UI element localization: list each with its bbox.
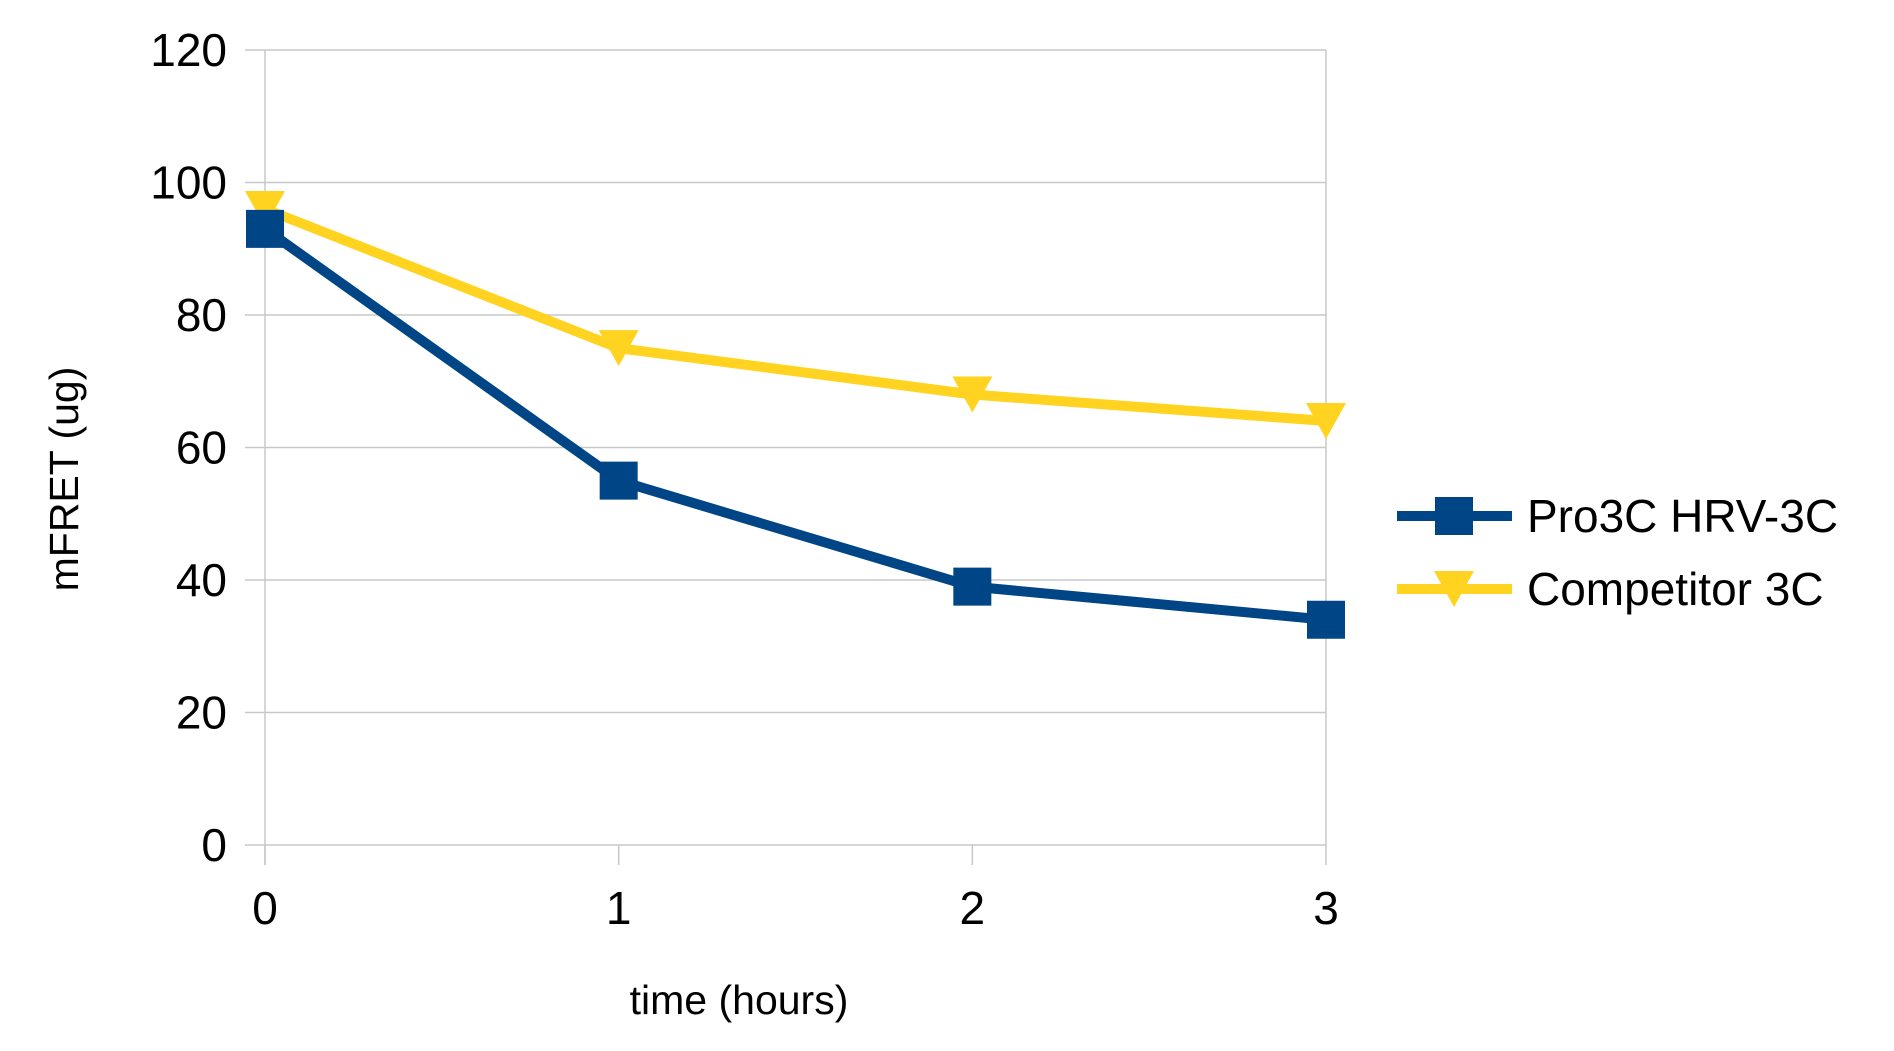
x-tick-label: 2 <box>960 882 986 934</box>
data-point <box>953 567 992 606</box>
series-pro3c-hrv-3c <box>246 209 1345 639</box>
data-point <box>245 191 285 227</box>
y-axis-title: mFRET (ug) <box>41 367 87 592</box>
data-point <box>599 461 638 500</box>
x-tick-label: 1 <box>606 882 632 934</box>
data-point <box>1307 600 1345 639</box>
x-tick-label: 0 <box>252 882 278 934</box>
y-tick-label: 20 <box>176 687 227 739</box>
legend-label: Competitor 3C <box>1527 563 1824 615</box>
legend-label: Pro3C HRV-3C <box>1527 490 1838 542</box>
x-tick-label: 3 <box>1313 882 1339 934</box>
data-point <box>952 376 993 413</box>
y-tick-label: 100 <box>150 157 227 209</box>
legend: Pro3C HRV-3C Competitor 3C <box>1397 490 1838 615</box>
y-tick-label: 120 <box>150 24 227 76</box>
series-lines <box>245 191 1346 639</box>
x-axis-ticks: 0 1 2 3 <box>252 845 1339 934</box>
y-tick-label: 60 <box>176 422 227 474</box>
y-tick-label: 40 <box>176 554 227 606</box>
series-line <box>263 204 1327 426</box>
y-axis-ticks: 0 20 40 60 80 100 120 <box>150 24 227 871</box>
legend-item: Pro3C HRV-3C <box>1397 490 1838 542</box>
series-competitor-3c <box>245 191 1346 439</box>
y-tick-label: 0 <box>201 819 227 871</box>
data-point <box>598 330 639 367</box>
gridlines <box>245 49 1327 865</box>
data-point <box>1306 403 1346 439</box>
legend-marker <box>1435 497 1473 535</box>
series-line <box>262 224 1327 625</box>
y-tick-label: 80 <box>176 289 227 341</box>
legend-marker <box>1434 571 1474 607</box>
data-point <box>246 209 284 248</box>
legend-item: Competitor 3C <box>1397 563 1824 615</box>
x-axis-title: time (hours) <box>630 977 849 1023</box>
